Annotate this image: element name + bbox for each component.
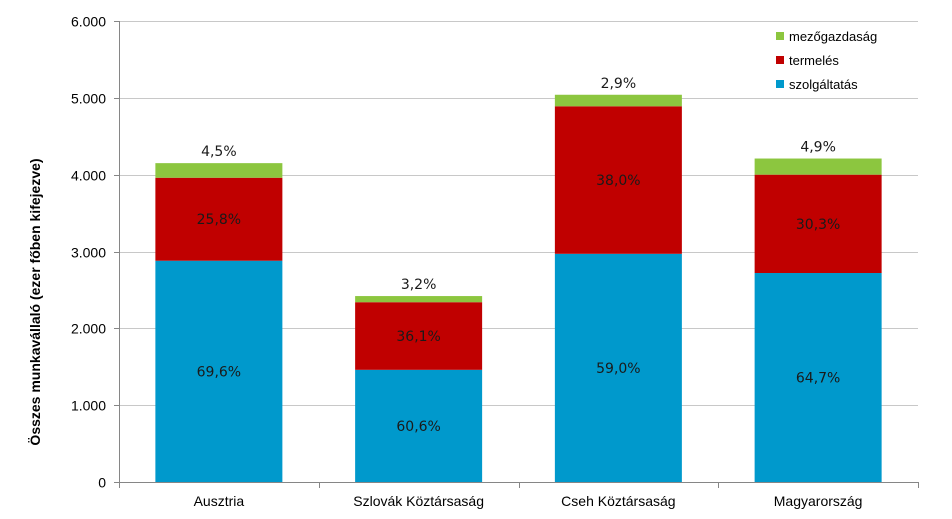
x-tick-label: Szlovák Köztársaság <box>353 493 484 509</box>
bar-segment <box>554 253 682 482</box>
bar-segment <box>355 369 483 482</box>
data-label: 25,8% <box>197 212 241 228</box>
data-label: 36,1% <box>396 329 440 345</box>
bar-segment <box>355 302 483 370</box>
x-tick-label: Ausztria <box>194 493 245 509</box>
y-axis: 0 1.000 2.000 3.000 4.000 5.000 6.000 <box>71 14 120 491</box>
legend: mezőgazdaság termelés szolgáltatás <box>776 29 877 92</box>
legend-label: termelés <box>789 53 839 68</box>
data-label: 59,0% <box>596 361 640 377</box>
bars: 69,6% 25,8% 4,5% 60,6% 36,1% 3,2% 59,0% 38,0% 2,… <box>155 76 882 482</box>
legend-swatch <box>776 56 784 64</box>
y-axis-label: Összes munkavállaló (ezer főben kifejezv… <box>27 158 43 445</box>
legend-swatch <box>776 32 784 40</box>
y-tick-label: 1.000 <box>71 398 106 414</box>
bar-segment <box>554 106 682 254</box>
bar-segment <box>754 174 882 274</box>
bar-segment <box>155 177 283 261</box>
data-label: 3,2% <box>401 277 437 293</box>
x-axis: Ausztria Szlovák Köztársaság Cseh Köztársa… <box>119 482 919 509</box>
y-tick-label: 6.000 <box>71 14 106 30</box>
data-label: 4,5% <box>201 144 237 160</box>
y-tick-label: 3.000 <box>71 245 106 261</box>
data-label: 4,9% <box>800 140 836 156</box>
data-label: 60,6% <box>396 419 440 435</box>
y-tick-label: 2.000 <box>71 321 106 337</box>
bar-segment <box>155 260 283 482</box>
data-label: 69,6% <box>197 364 241 380</box>
data-label: 38,0% <box>596 173 640 189</box>
legend-label: mezőgazdaság <box>789 29 877 44</box>
bar-segment <box>754 273 882 482</box>
y-tick-label: 4.000 <box>71 168 106 184</box>
y-tick-label: 5.000 <box>71 91 106 107</box>
bar-segment <box>355 296 483 303</box>
legend-swatch <box>776 80 784 88</box>
x-tick-label: Magyarország <box>774 493 863 509</box>
data-label: 30,3% <box>796 217 840 233</box>
x-tick-label: Cseh Köztársaság <box>561 493 675 509</box>
y-tick-label: 0 <box>98 475 106 491</box>
data-label: 64,7% <box>796 371 840 387</box>
legend-label: szolgáltatás <box>789 77 858 92</box>
bar-segment <box>155 163 283 178</box>
bar-segment <box>754 158 882 175</box>
data-label: 2,9% <box>601 76 637 92</box>
bar-segment <box>554 94 682 107</box>
